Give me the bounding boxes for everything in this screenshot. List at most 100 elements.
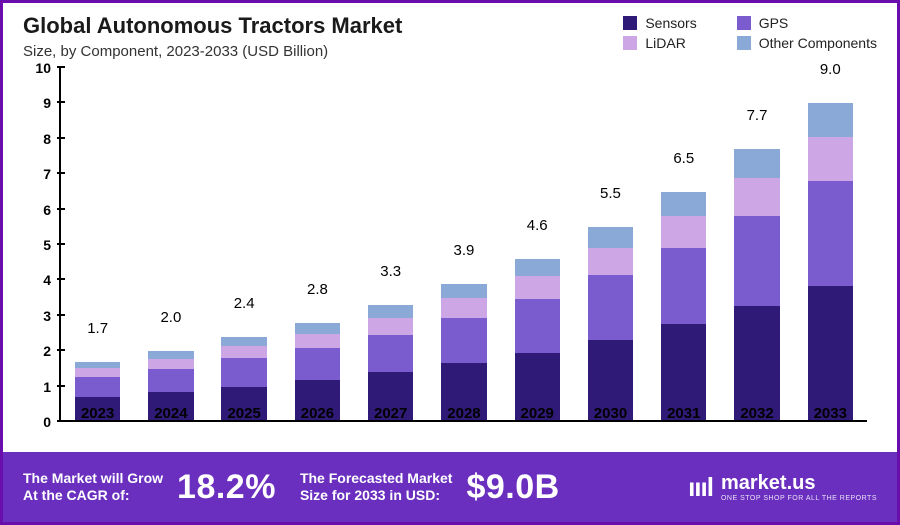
bar-segment (75, 377, 120, 397)
legend: Sensors GPS LiDAR Other Components (623, 13, 877, 60)
bar-segment (808, 181, 853, 286)
bar-total-label: 2.4 (234, 295, 255, 316)
legend-item: Sensors (623, 15, 696, 31)
bar-segment (148, 351, 193, 359)
bar-segment (588, 275, 633, 339)
footer-bar: The Market will Grow At the CAGR of: 18.… (3, 452, 897, 522)
bar-segment (441, 284, 486, 299)
bar-segment (221, 337, 266, 346)
y-axis: 012345678910 (33, 68, 61, 446)
legend-label: LiDAR (645, 35, 685, 51)
bar-stack (661, 192, 706, 422)
y-tick-label: 1 (43, 379, 51, 395)
y-tick-label: 6 (43, 202, 51, 218)
bar-total-label: 7.7 (747, 107, 768, 128)
bar-slot: 3.92028 (427, 68, 500, 422)
y-tick-label: 3 (43, 308, 51, 324)
bar-total-label: 6.5 (673, 150, 694, 171)
bar-slot: 1.72023 (61, 68, 134, 422)
bar-total-label: 5.5 (600, 185, 621, 206)
bar-total-label: 2.8 (307, 281, 328, 302)
bar-segment (588, 248, 633, 275)
legend-swatch (623, 36, 637, 50)
bar-segment (808, 103, 853, 136)
bar-total-label: 3.3 (380, 263, 401, 284)
brand-tagline: ONE STOP SHOP FOR ALL THE REPORTS (721, 495, 877, 502)
bar-total-label: 1.7 (87, 320, 108, 341)
chart-subtitle: Size, by Component, 2023-2033 (USD Billi… (23, 43, 623, 60)
bar-segment (588, 227, 633, 248)
bar-stack (515, 259, 560, 422)
chart-area: 012345678910 1.720232.020242.420252.8202… (3, 60, 897, 452)
header: Global Autonomous Tractors Market Size, … (3, 3, 897, 60)
bar-segment (734, 216, 779, 306)
bar-slot: 9.02033 (794, 68, 867, 422)
y-tick-label: 10 (35, 60, 51, 76)
bar-segment (515, 299, 560, 352)
kpi-cagr-label-l1: The Market will Grow (23, 470, 163, 488)
bar-segment (661, 192, 706, 216)
bar-slot: 2.42025 (208, 68, 281, 422)
bar-slot: 6.52031 (647, 68, 720, 422)
legend-label: GPS (759, 15, 789, 31)
legend-item: LiDAR (623, 35, 696, 51)
bar-slot: 4.62029 (501, 68, 574, 422)
bar-segment (368, 305, 413, 317)
legend-label: Sensors (645, 15, 696, 31)
bar-slot: 2.82026 (281, 68, 354, 422)
bar-segment (515, 276, 560, 299)
legend-item: Other Components (737, 35, 877, 51)
plot: 1.720232.020242.420252.820263.320273.920… (61, 68, 867, 446)
y-tick-label: 8 (43, 131, 51, 147)
bar-segment (221, 358, 266, 386)
chart-title: Global Autonomous Tractors Market (23, 13, 623, 39)
bar-segment (75, 368, 120, 376)
bar-stack (734, 149, 779, 422)
bar-segment (441, 298, 486, 318)
y-tick-label: 5 (43, 237, 51, 253)
bar-segment (368, 335, 413, 373)
bar-total-label: 2.0 (160, 309, 181, 330)
kpi-size-label: The Forecasted Market Size for 2033 in U… (300, 470, 453, 505)
legend-label: Other Components (759, 35, 877, 51)
brand: ıııl market.us ONE STOP SHOP FOR ALL THE… (688, 472, 877, 503)
bar-stack (588, 227, 633, 422)
kpi-cagr-label: The Market will Grow At the CAGR of: (23, 470, 163, 505)
kpi-cagr-value: 18.2% (177, 468, 276, 507)
bar-segment (295, 348, 340, 381)
kpi-cagr-label-l2: At the CAGR of: (23, 487, 163, 505)
bar-stack (441, 284, 486, 422)
bar-slot: 3.32027 (354, 68, 427, 422)
legend-swatch (623, 16, 637, 30)
bar-total-label: 4.6 (527, 217, 548, 238)
kpi-size-label-l2: Size for 2033 in USD: (300, 487, 453, 505)
kpi-size-label-l1: The Forecasted Market (300, 470, 453, 488)
bar-segment (515, 259, 560, 276)
bar-slot: 2.02024 (134, 68, 207, 422)
y-tick-label: 2 (43, 343, 51, 359)
y-tick-label: 9 (43, 95, 51, 111)
legend-swatch (737, 36, 751, 50)
brand-name: market.us (721, 473, 877, 493)
bar-segment (148, 359, 193, 369)
bar-segment (441, 318, 486, 363)
bar-total-label: 9.0 (820, 61, 841, 82)
bar-stack (808, 103, 853, 422)
bar-slot: 5.52030 (574, 68, 647, 422)
x-axis-line (61, 420, 867, 422)
bar-segment (734, 149, 779, 177)
y-tick-label: 0 (43, 414, 51, 430)
kpi-size-value: $9.0B (466, 468, 559, 507)
bar-segment (368, 318, 413, 335)
infographic-frame: Global Autonomous Tractors Market Size, … (0, 0, 900, 525)
bar-slot: 7.72032 (720, 68, 793, 422)
bar-segment (295, 323, 340, 334)
titles: Global Autonomous Tractors Market Size, … (23, 13, 623, 60)
bar-segment (808, 286, 853, 422)
bar-segment (661, 248, 706, 324)
bar-segment (295, 334, 340, 348)
y-tick-label: 7 (43, 166, 51, 182)
bar-segment (148, 369, 193, 392)
bars-container: 1.720232.020242.420252.820263.320273.920… (61, 68, 867, 422)
bar-total-label: 3.9 (454, 242, 475, 263)
